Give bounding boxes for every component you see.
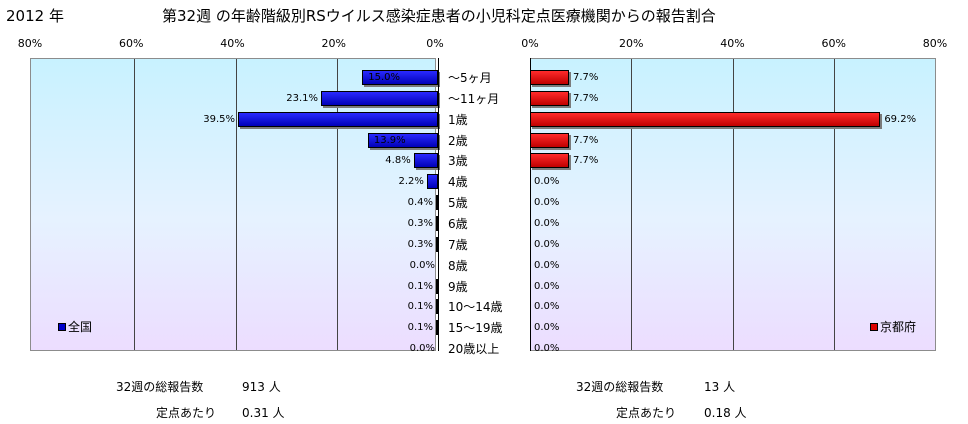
age-category-label: 7歳 [448, 237, 468, 252]
kyoto-bar [530, 132, 569, 148]
kyoto-zero-axis [530, 58, 531, 351]
age-category-label: 15～19歳 [448, 321, 503, 336]
national-data-label: 0.1% [407, 280, 433, 292]
kyoto-data-label: 0.0% [534, 322, 560, 334]
age-category-label: 20歳以上 [448, 342, 500, 357]
kyoto-data-label: 7.7% [572, 92, 599, 104]
kyoto-bar [530, 111, 881, 127]
national-legend: 全国 [58, 318, 92, 335]
national-bar [436, 320, 438, 336]
kyoto-legend: 京都府 [870, 318, 916, 335]
kyoto-gridline [631, 59, 633, 350]
age-category-label: 1歳 [448, 112, 468, 127]
kyoto-per-label: 定点あたり [616, 406, 677, 420]
national-bar [367, 132, 438, 148]
kyoto-bar [530, 70, 569, 85]
kyoto-data-label: 0.0% [534, 259, 560, 271]
kyoto-x-tick: 20% [619, 37, 644, 50]
kyoto-data-label: 0.0% [534, 217, 560, 229]
age-category-label: 4歳 [448, 175, 468, 190]
kyoto-gridline [833, 59, 835, 350]
national-per-label: 定点あたり [156, 406, 217, 420]
national-bar [435, 195, 438, 211]
national-gridline [134, 59, 136, 350]
national-data-label: 13.9% [373, 134, 406, 146]
national-x-tick: 40% [220, 37, 245, 50]
national-bar [436, 299, 438, 315]
national-data-label: 0.1% [407, 322, 433, 334]
age-category-label: 2歳 [448, 133, 468, 148]
kyoto-data-label: 0.0% [534, 238, 560, 250]
national-data-label: 0.3% [407, 238, 433, 250]
age-category-label: ～11ヶ月 [448, 91, 500, 106]
national-data-label: 4.8% [385, 155, 411, 167]
age-category-label: 8歳 [448, 258, 468, 273]
national-per-value: 0.31 人 [242, 406, 285, 420]
kyoto-legend-swatch [870, 322, 878, 331]
national-bar [436, 236, 438, 252]
national-bar [413, 153, 438, 169]
kyoto-plot-area [530, 58, 936, 351]
national-bar [436, 278, 438, 294]
national-legend-label: 全国 [68, 320, 93, 334]
national-gridline [235, 59, 237, 350]
kyoto-x-tick: 40% [720, 37, 745, 50]
national-data-label: 0.0% [409, 259, 435, 271]
national-data-label: 39.5% [203, 113, 236, 125]
national-total-label: 32週の総報告数 [116, 380, 204, 394]
chart-title: 第32週 の年齢階級別RSウイルス感染症患者の小児科定点医療機関からの報告割合 [162, 7, 716, 25]
national-data-label: 2.2% [398, 176, 424, 188]
national-x-tick: 80% [17, 37, 43, 50]
kyoto-data-label: 0.0% [534, 343, 560, 355]
kyoto-data-label: 7.7% [572, 134, 599, 146]
national-total-value: 913 人 [242, 380, 281, 394]
kyoto-data-label: 7.7% [572, 72, 599, 83]
kyoto-x-tick: 0% [521, 37, 539, 50]
national-data-label: 23.1% [286, 92, 319, 104]
kyoto-data-label: 0.0% [534, 280, 560, 292]
age-category-label: 6歳 [448, 216, 468, 231]
chart-year: 2012 年 [6, 7, 64, 25]
national-data-label: 0.0% [409, 343, 435, 355]
kyoto-per-value: 0.18 人 [704, 406, 747, 420]
kyoto-legend-label: 京都府 [880, 320, 917, 334]
national-x-tick: 20% [321, 37, 346, 50]
age-category-label: 10～14歳 [448, 300, 503, 315]
age-category-label: 5歳 [448, 196, 468, 211]
kyoto-gridline [732, 59, 734, 350]
national-bar [321, 90, 438, 106]
national-zero-axis [438, 58, 439, 351]
kyoto-x-tick: 60% [821, 37, 846, 50]
national-bar [426, 174, 438, 190]
age-category-label: ～5ヶ月 [448, 71, 492, 85]
kyoto-data-label: 0.0% [534, 176, 560, 188]
kyoto-data-label: 69.2% [884, 113, 917, 125]
national-legend-swatch [58, 322, 66, 331]
kyoto-x-tick: 80% [922, 37, 948, 50]
national-bar [436, 215, 438, 231]
kyoto-total-label: 32週の総報告数 [576, 380, 664, 394]
national-x-tick: 60% [119, 37, 144, 50]
national-data-label: 0.1% [407, 301, 433, 313]
age-category-label: 9歳 [448, 279, 468, 294]
kyoto-bar [530, 90, 569, 106]
national-plot-area [30, 58, 436, 351]
kyoto-bar [530, 153, 569, 169]
national-bar [238, 111, 438, 127]
kyoto-data-label: 7.7% [572, 155, 599, 167]
kyoto-data-label: 0.0% [534, 197, 560, 209]
kyoto-total-value: 13 人 [704, 380, 736, 394]
age-category-label: 3歳 [448, 154, 468, 169]
national-x-tick: 0% [426, 37, 444, 50]
kyoto-data-label: 0.0% [534, 301, 560, 313]
national-gridline [336, 59, 338, 350]
national-data-label: 15.0% [368, 72, 401, 83]
national-bar [362, 70, 438, 85]
national-data-label: 0.4% [407, 197, 433, 209]
national-data-label: 0.3% [407, 217, 433, 229]
